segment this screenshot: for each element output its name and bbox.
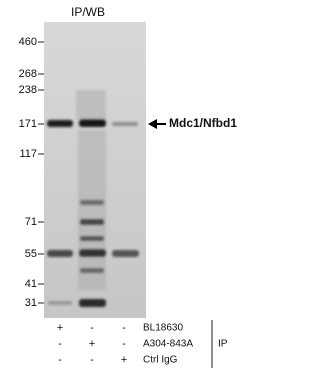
group-label: IP — [218, 339, 228, 350]
arrow-head — [148, 119, 157, 129]
marker-label: 41 — [25, 278, 37, 290]
marker-label: 171 — [19, 118, 37, 130]
marker-label: 268 — [19, 68, 37, 80]
markers: 460 268 238 171 117 71 55 41 31 — [19, 36, 44, 309]
marker-label: 117 — [19, 148, 37, 160]
row-label: BL18630 — [143, 323, 183, 334]
sign: - — [90, 322, 94, 334]
sign: - — [122, 322, 126, 334]
row-label: A304-843A — [143, 339, 193, 350]
sign: - — [90, 354, 94, 366]
bands — [47, 90, 139, 307]
sign: - — [122, 338, 126, 350]
sample-table: + - - BL18630 - + - A304-843A - - + Ctrl… — [57, 320, 228, 368]
title: IP/WB — [71, 5, 105, 19]
marker-label: 238 — [19, 84, 37, 96]
sign: - — [58, 338, 62, 350]
marker-label: 31 — [25, 297, 37, 309]
sign: + — [89, 338, 95, 350]
marker-label: 71 — [25, 216, 37, 228]
marker-label: 460 — [19, 36, 37, 48]
sign: + — [121, 354, 127, 366]
sign: + — [57, 322, 63, 334]
sign: - — [58, 354, 62, 366]
blot — [44, 22, 146, 318]
marker-label: 55 — [25, 248, 37, 260]
target-label: Mdc1/Nfbd1 — [169, 116, 237, 130]
figure: IP/WB 460 268 238 171 117 71 — [19, 5, 237, 368]
row-label: Ctrl IgG — [143, 355, 178, 366]
target-annotation: Mdc1/Nfbd1 — [148, 116, 237, 130]
